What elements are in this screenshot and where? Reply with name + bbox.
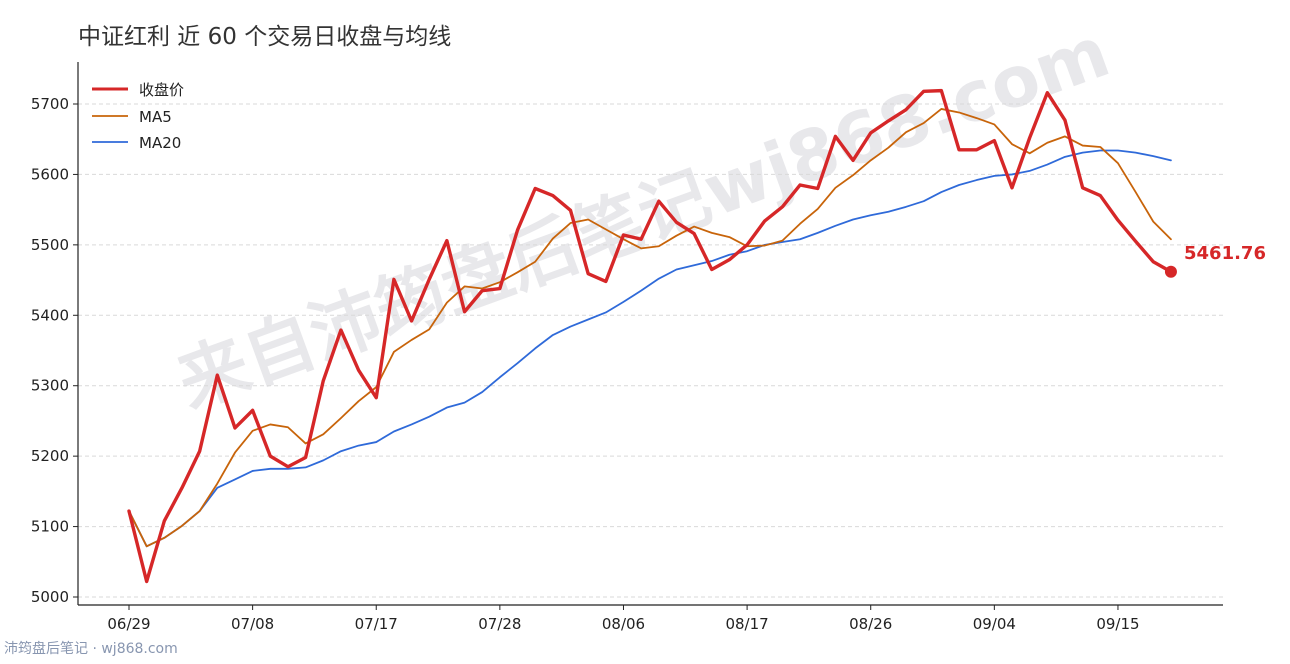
y-tick-label: 5600 [31,165,69,183]
y-tick-label: 5700 [31,95,69,113]
x-tick-label: 09/15 [1096,615,1139,633]
legend-label-close: 收盘价 [139,81,184,99]
x-tick-label: 08/17 [725,615,768,633]
labels-layer: 5000 5100 5200 5300 5400 5500 5600 5700 06/29 07/… [31,95,1140,633]
series-line-ma20 [128,149,1172,548]
chart-title: 中证红利 近 60 个交易日收盘与均线 [78,24,451,50]
last-value-label: 5461.76 [1184,243,1266,264]
series-line-ma5 [128,108,1172,548]
footer-credit: 沛筠盘后笔记 · wj868.com [4,640,178,657]
legend-label-ma5: MA5 [139,108,172,126]
x-tick-label: 08/26 [849,615,892,633]
series-layer [127,88,1177,584]
x-tick-label: 06/29 [107,615,150,633]
y-tick-label: 5000 [31,588,69,606]
y-tick-label: 5500 [31,236,69,254]
legend: 收盘价 MA5 MA20 [92,81,184,152]
x-tick-label: 07/08 [231,615,274,633]
grid-layer [78,103,1223,598]
x-tick-label: 09/04 [973,615,1016,633]
x-tick-label: 07/17 [355,615,398,633]
x-tick-label: 07/28 [478,615,521,633]
x-tick-label: 08/06 [602,615,645,633]
axes-layer [73,62,1223,610]
y-tick-label: 5300 [31,377,69,395]
watermark-text: 来自沛筠盘后笔记wj868.com [167,11,1120,425]
last-value-marker [1164,265,1177,278]
legend-label-ma20: MA20 [139,134,181,152]
y-tick-label: 5200 [31,447,69,465]
y-tick-label: 5100 [31,518,69,536]
y-tick-label: 5400 [31,306,69,324]
series-line-close [127,88,1173,584]
